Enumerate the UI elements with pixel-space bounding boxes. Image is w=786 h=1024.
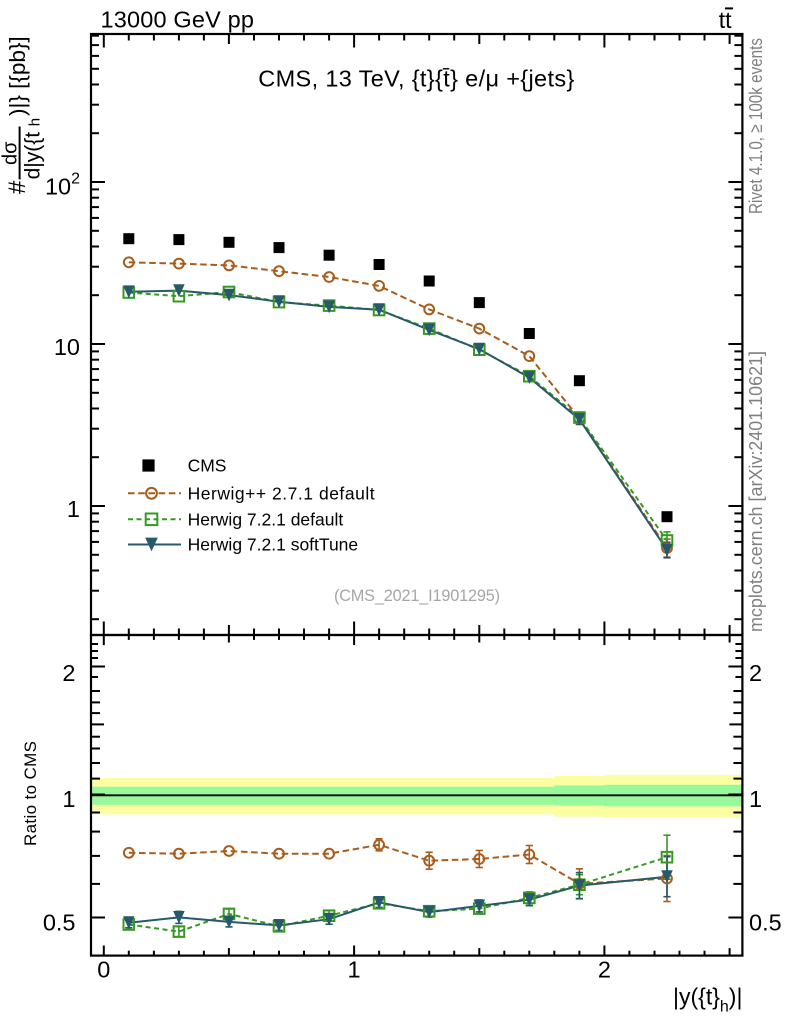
svg-text:0.5: 0.5 <box>43 910 76 936</box>
svg-text:13000 GeV pp: 13000 GeV pp <box>101 7 255 33</box>
svg-text:Ratio to CMS: Ratio to CMS <box>21 741 40 846</box>
svg-text:2: 2 <box>598 957 611 983</box>
svg-text:CMS, 13 TeV, {t}{t̄} e/μ +{jet: CMS, 13 TeV, {t}{t̄} e/μ +{jets} <box>258 66 574 92</box>
svg-text:Rivet 4.1.0, ≥ 100k events: Rivet 4.1.0, ≥ 100k events <box>745 38 766 214</box>
svg-text:1: 1 <box>749 786 762 812</box>
svg-text:dσ: dσ <box>0 141 22 165</box>
svg-text:)|} [{pb}]: )|} [{pb}] <box>5 36 30 116</box>
svg-text:0.5: 0.5 <box>749 910 782 936</box>
svg-text:2: 2 <box>62 660 75 686</box>
svg-text:(CMS_2021_I1901295): (CMS_2021_I1901295) <box>334 587 500 605</box>
svg-text:h: h <box>27 118 44 126</box>
svg-text:Herwig++ 2.7.1 default: Herwig++ 2.7.1 default <box>188 484 375 504</box>
svg-text:mcplots.cern.ch [arXiv:2401.10: mcplots.cern.ch [arXiv:2401.10621] <box>746 351 766 632</box>
svg-text:tt: tt <box>719 7 732 33</box>
svg-text:Herwig 7.2.1 softTune: Herwig 7.2.1 softTune <box>188 535 359 555</box>
svg-text:2: 2 <box>749 660 762 686</box>
svg-text:#: # <box>4 180 31 194</box>
svg-text:1: 1 <box>62 786 75 812</box>
svg-text:0: 0 <box>97 957 110 983</box>
svg-text:1: 1 <box>67 496 80 522</box>
svg-text:d|y({t: d|y({t <box>22 132 45 180</box>
svg-text:1: 1 <box>348 957 361 983</box>
svg-text:CMS: CMS <box>188 456 227 476</box>
svg-text:10: 10 <box>54 334 80 360</box>
svg-text:Herwig 7.2.1 default: Herwig 7.2.1 default <box>188 510 344 530</box>
